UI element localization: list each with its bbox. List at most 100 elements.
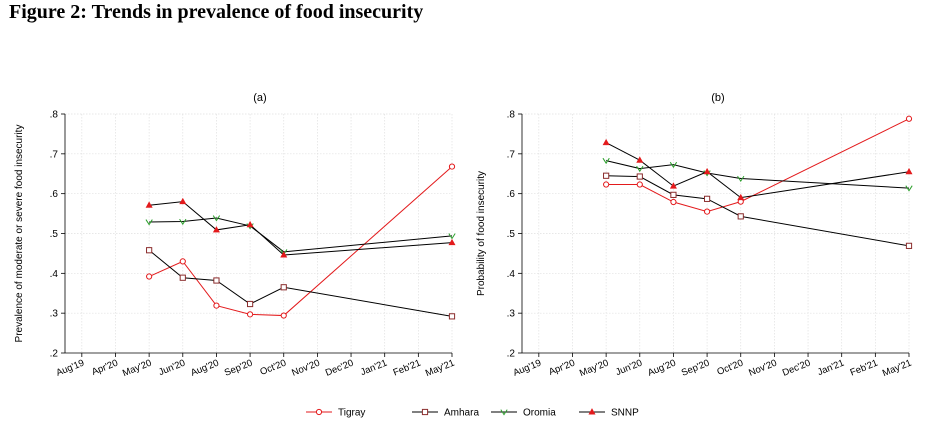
data-point-snnp (737, 193, 745, 201)
legend-entry-snnp: SNNP (579, 408, 639, 419)
data-point-amhara (737, 213, 744, 220)
legend-label: Amhara (444, 408, 479, 419)
y-tick-label: .7 (50, 149, 59, 160)
data-point-tigray (179, 258, 186, 265)
data-point-oromia (737, 175, 745, 183)
legend-entry-tigray: Tigray (306, 408, 365, 419)
y-tick-label: .7 (507, 149, 516, 160)
data-point-oromia (179, 218, 187, 226)
x-tick-label: May'21 (424, 358, 456, 380)
data-point-snnp (212, 226, 220, 233)
y-axis-label: Probability of food insecurity (476, 171, 487, 296)
data-point-snnp (280, 251, 288, 258)
data-point-oromia (145, 219, 153, 226)
data-point-amhara (280, 284, 287, 291)
data-point-tigray (603, 181, 610, 188)
data-point-oromia (448, 233, 456, 240)
x-tick-label: Nov'20 (747, 358, 778, 379)
series-line-snnp (605, 142, 910, 199)
data-point-amhara (670, 191, 677, 198)
data-point-amhara (905, 242, 913, 249)
x-tick-label: Aug'19 (55, 358, 86, 379)
x-tick-label: Oct'20 (716, 358, 745, 378)
panel-title: (b) (711, 92, 724, 104)
series-line-oromia (606, 160, 910, 189)
data-point-amhara (703, 195, 711, 202)
y-tick-label: .6 (50, 189, 59, 200)
x-tick-label: Feb'21 (849, 358, 880, 379)
series-line-amhara (606, 175, 910, 247)
chart-panel-b: .2 .3 .4 .5 .6 .7 .8 Aug'19 Apr'20 May'20 Jun'20 Au… (476, 92, 913, 379)
data-point-amhara (636, 173, 643, 180)
data-point-tigray (213, 302, 220, 309)
data-point-tigray (448, 163, 456, 170)
y-axis-label: Prevalence of moderate or severe food in… (14, 125, 25, 343)
data-point-oromia (905, 185, 913, 192)
legend-marker (588, 408, 596, 415)
legend-marker (421, 408, 429, 416)
y-tick-label: .8 (507, 110, 516, 121)
legend-entry-amhara: Amhara (412, 408, 479, 419)
data-point-amhara (213, 277, 220, 284)
data-point-oromia (669, 161, 678, 169)
data-point-tigray (670, 198, 677, 206)
x-tick-label: Jun'20 (614, 358, 644, 379)
y-tick-label: .5 (507, 229, 516, 240)
data-point-snnp (905, 167, 913, 175)
data-point-snnp (246, 220, 254, 228)
data-point-snnp (703, 167, 711, 175)
data-point-snnp (448, 238, 456, 246)
x-tick-label: Dec'20 (324, 358, 355, 379)
y-tick-label: .6 (507, 189, 516, 200)
data-point-amhara (179, 274, 186, 281)
x-tick-label: Jun'20 (157, 358, 187, 379)
data-point-amhara (146, 247, 153, 254)
data-point-snnp (179, 197, 187, 205)
series-line-tigray (606, 118, 910, 213)
legend-marker (315, 408, 323, 416)
data-point-tigray (280, 312, 287, 319)
data-point-snnp (669, 182, 677, 189)
x-tick-label: Apr'20 (547, 358, 576, 378)
y-tick-label: .2 (507, 349, 516, 360)
data-point-tigray (905, 115, 913, 122)
data-point-tigray (246, 311, 254, 318)
series-line-tigray (148, 166, 453, 317)
series-line-snnp (149, 201, 453, 256)
data-point-oromia (636, 165, 644, 173)
series-line-oromia (149, 217, 453, 253)
x-tick-label: Aug'20 (189, 358, 220, 379)
x-tick-label: Apr'20 (90, 358, 119, 378)
legend-entry-oromia: Oromia (491, 408, 556, 419)
legend: Tigray Amhara Oromia SNNP (306, 408, 639, 419)
data-point-amhara (448, 313, 456, 320)
x-tick-label: Oct'20 (259, 358, 288, 378)
x-tick-label: Feb'21 (392, 358, 423, 379)
x-tick-label: May'21 (881, 358, 913, 380)
panel-title: (a) (253, 92, 266, 104)
y-tick-label: .8 (50, 110, 59, 121)
data-point-tigray (703, 208, 711, 215)
data-point-amhara (603, 172, 610, 179)
data-point-oromia (602, 157, 610, 165)
y-tick-label: .4 (507, 269, 516, 280)
y-tick-label: .2 (50, 349, 59, 360)
data-point-oromia (212, 215, 221, 222)
series-line-amhara (148, 249, 453, 317)
y-tick-label: .3 (507, 309, 516, 320)
x-tick-label: Sep'20 (680, 358, 711, 379)
x-tick-label: Aug'20 (646, 358, 677, 379)
figure-title: Figure 2: Trends in prevalence of food i… (9, 1, 424, 23)
x-tick-label: Dec'20 (781, 358, 812, 379)
x-tick-label: Jan'21 (816, 358, 846, 379)
x-tick-label: Aug'19 (512, 358, 543, 379)
chart-panel-a: .2 .3 .4 .5 .6 .7 .8 Aug'19 Apr'20 May'20 Jun'20 Au… (14, 92, 456, 379)
y-tick-label: .5 (50, 229, 59, 240)
legend-label: Tigray (338, 408, 365, 419)
data-point-tigray (146, 273, 153, 280)
x-tick-label: Jan'21 (359, 358, 389, 379)
y-tick-label: .3 (50, 309, 59, 320)
legend-label: SNNP (611, 408, 639, 419)
x-tick-label: May'20 (578, 358, 610, 380)
